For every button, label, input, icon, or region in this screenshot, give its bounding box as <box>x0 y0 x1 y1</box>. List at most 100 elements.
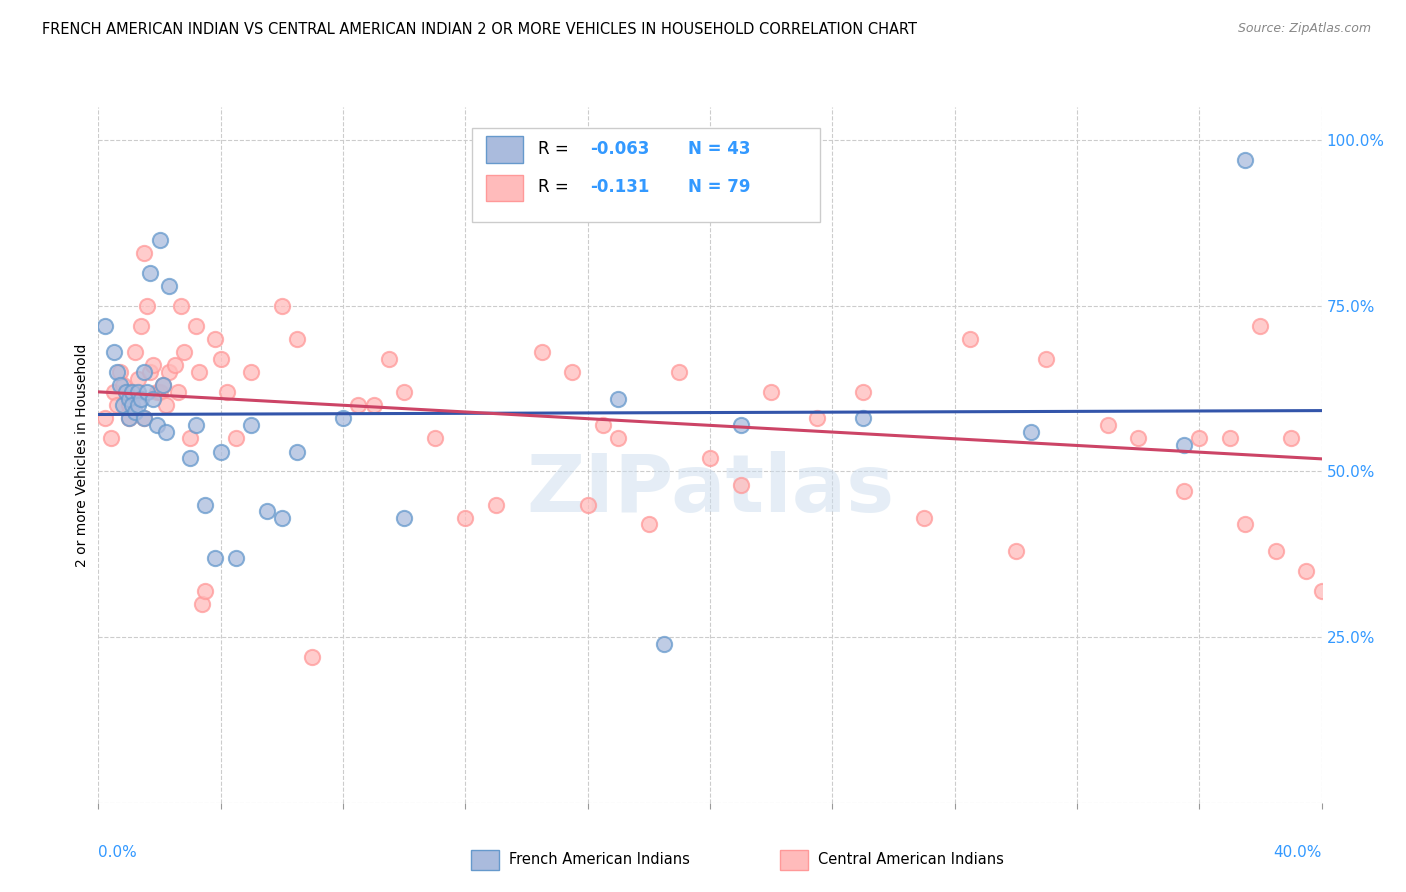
Point <box>173 345 195 359</box>
Point <box>167 384 190 399</box>
Point <box>136 384 159 399</box>
Point <box>191 597 214 611</box>
Point <box>652 637 675 651</box>
Point <box>852 384 875 399</box>
Text: French American Indians: French American Indians <box>509 853 690 867</box>
Point <box>115 384 138 399</box>
Point <box>256 504 278 518</box>
Point <box>93 318 115 333</box>
Point <box>118 392 141 406</box>
Point <box>1188 431 1211 445</box>
Point <box>108 378 131 392</box>
Point <box>124 405 146 419</box>
Point <box>423 431 446 445</box>
Point <box>129 318 152 333</box>
Point <box>215 384 238 399</box>
Text: FRENCH AMERICAN INDIAN VS CENTRAL AMERICAN INDIAN 2 OR MORE VEHICLES IN HOUSEHOL: FRENCH AMERICAN INDIAN VS CENTRAL AMERIC… <box>42 22 917 37</box>
Point <box>1173 484 1195 499</box>
Point <box>1371 431 1393 445</box>
Text: R =: R = <box>537 140 574 158</box>
Point <box>806 411 828 425</box>
Point <box>103 384 125 399</box>
Point <box>1019 425 1042 439</box>
Point <box>240 365 263 379</box>
Point <box>1234 517 1257 532</box>
Point <box>347 398 370 412</box>
Point <box>194 498 217 512</box>
Point <box>155 398 177 412</box>
Point <box>142 392 165 406</box>
Text: -0.063: -0.063 <box>591 140 650 158</box>
Point <box>118 411 141 425</box>
Point <box>285 444 308 458</box>
Point <box>108 365 131 379</box>
Point <box>155 425 177 439</box>
Point <box>134 365 156 379</box>
Point <box>1097 418 1119 433</box>
Point <box>157 279 180 293</box>
Point <box>179 431 201 445</box>
Point <box>139 266 162 280</box>
Point <box>118 398 141 412</box>
Point <box>134 245 156 260</box>
Point <box>363 398 385 412</box>
Point <box>1035 351 1057 366</box>
Point <box>1264 544 1286 558</box>
Point <box>392 511 416 525</box>
Text: N = 79: N = 79 <box>688 178 751 196</box>
Point <box>188 365 211 379</box>
Point <box>157 365 180 379</box>
Point <box>852 411 875 425</box>
Point <box>301 650 323 665</box>
Point <box>93 411 115 425</box>
Point <box>485 498 508 512</box>
Point <box>270 511 292 525</box>
Point <box>105 365 128 379</box>
Point <box>124 345 146 359</box>
FancyBboxPatch shape <box>471 128 820 222</box>
Point <box>759 384 782 399</box>
Point <box>127 384 149 399</box>
Point <box>607 431 630 445</box>
Point <box>127 372 149 386</box>
Point <box>699 451 721 466</box>
Point <box>204 332 226 346</box>
Point <box>121 398 143 412</box>
Point <box>285 332 308 346</box>
Point <box>186 418 208 433</box>
Point <box>1295 564 1317 578</box>
Text: 0.0%: 0.0% <box>98 845 138 860</box>
Point <box>270 299 292 313</box>
Point <box>530 345 553 359</box>
Point <box>576 498 599 512</box>
Point <box>115 384 138 399</box>
Point <box>149 233 172 247</box>
Point <box>1173 438 1195 452</box>
Point <box>561 365 583 379</box>
Point <box>607 392 630 406</box>
Point <box>1234 153 1257 167</box>
Point <box>240 418 263 433</box>
Bar <box>486 175 523 201</box>
Point <box>1402 425 1406 439</box>
Point <box>127 398 149 412</box>
Point <box>209 351 232 366</box>
Point <box>186 318 208 333</box>
Point <box>194 583 217 598</box>
Point <box>1310 583 1333 598</box>
Text: Source: ZipAtlas.com: Source: ZipAtlas.com <box>1237 22 1371 36</box>
Point <box>730 477 752 491</box>
Point <box>392 384 416 399</box>
Point <box>1249 318 1271 333</box>
Text: 40.0%: 40.0% <box>1274 845 1322 860</box>
Point <box>1004 544 1026 558</box>
Point <box>668 365 690 379</box>
Point <box>179 451 201 466</box>
Point <box>139 365 162 379</box>
Point <box>152 378 174 392</box>
Point <box>134 411 156 425</box>
Point <box>142 359 165 373</box>
Point <box>637 517 661 532</box>
Text: ZIPatlas: ZIPatlas <box>526 450 894 529</box>
Point <box>454 511 477 525</box>
